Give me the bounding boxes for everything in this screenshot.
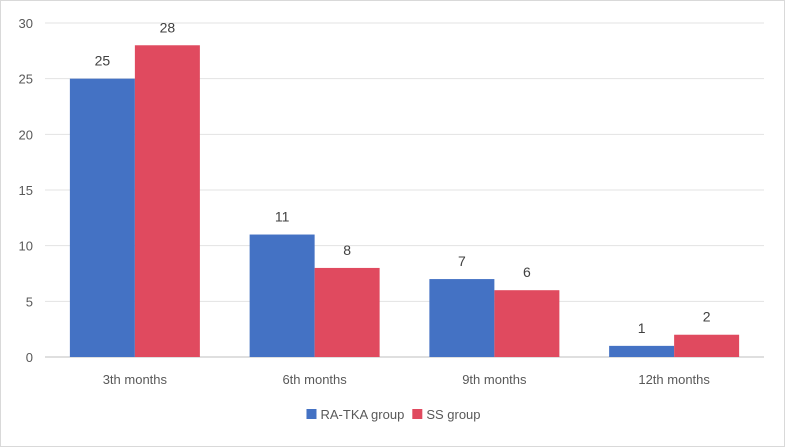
- data-labels: 25 28 11 8 7 6 1 2: [95, 19, 711, 336]
- bars: [69, 45, 740, 358]
- bar-ss-group-4: [674, 334, 740, 357]
- bar-ss-group-2: [314, 267, 380, 357]
- legend-label: SS group: [426, 407, 480, 422]
- y-tick-label: 0: [26, 350, 33, 365]
- x-tick-label: 3th months: [103, 372, 168, 387]
- x-tick-label: 9th months: [462, 372, 527, 387]
- y-axis: 0 5 10 15 20 25 30: [19, 16, 33, 365]
- y-tick-label: 5: [26, 294, 33, 309]
- legend-label: RA-TKA group: [320, 407, 404, 422]
- data-label: 25: [95, 53, 111, 69]
- y-tick-label: 10: [19, 239, 33, 254]
- data-label: 6: [523, 264, 531, 280]
- data-label: 2: [703, 309, 711, 325]
- legend: RA-TKA group SS group: [306, 407, 481, 422]
- y-tick-label: 30: [19, 16, 33, 31]
- data-label: 28: [160, 19, 176, 35]
- bar-ra-tka-group-2: [249, 234, 315, 357]
- data-label: 8: [343, 242, 351, 258]
- bar-ss-group-3: [494, 290, 560, 357]
- legend-swatch: [412, 409, 423, 419]
- x-axis: 3th months 6th months 9th months 12th month…: [103, 372, 711, 387]
- bar-ss-group-1: [134, 45, 200, 358]
- bar-ra-tka-group-3: [429, 279, 495, 357]
- data-label: 11: [275, 209, 290, 225]
- bar-ra-tka-group-4: [609, 345, 675, 357]
- data-label: 7: [458, 253, 466, 269]
- x-tick-label: 6th months: [282, 372, 347, 387]
- y-tick-label: 25: [19, 72, 33, 87]
- y-tick-label: 20: [19, 127, 33, 142]
- x-tick-label: 12th months: [638, 372, 710, 387]
- data-label: 1: [638, 320, 646, 336]
- legend-item-ra-tka-group: RA-TKA group: [306, 407, 404, 422]
- legend-item-ss-group: SS group: [412, 407, 481, 422]
- legend-swatch: [306, 409, 317, 419]
- bar-ra-tka-group-1: [69, 78, 135, 358]
- y-tick-label: 15: [19, 183, 33, 198]
